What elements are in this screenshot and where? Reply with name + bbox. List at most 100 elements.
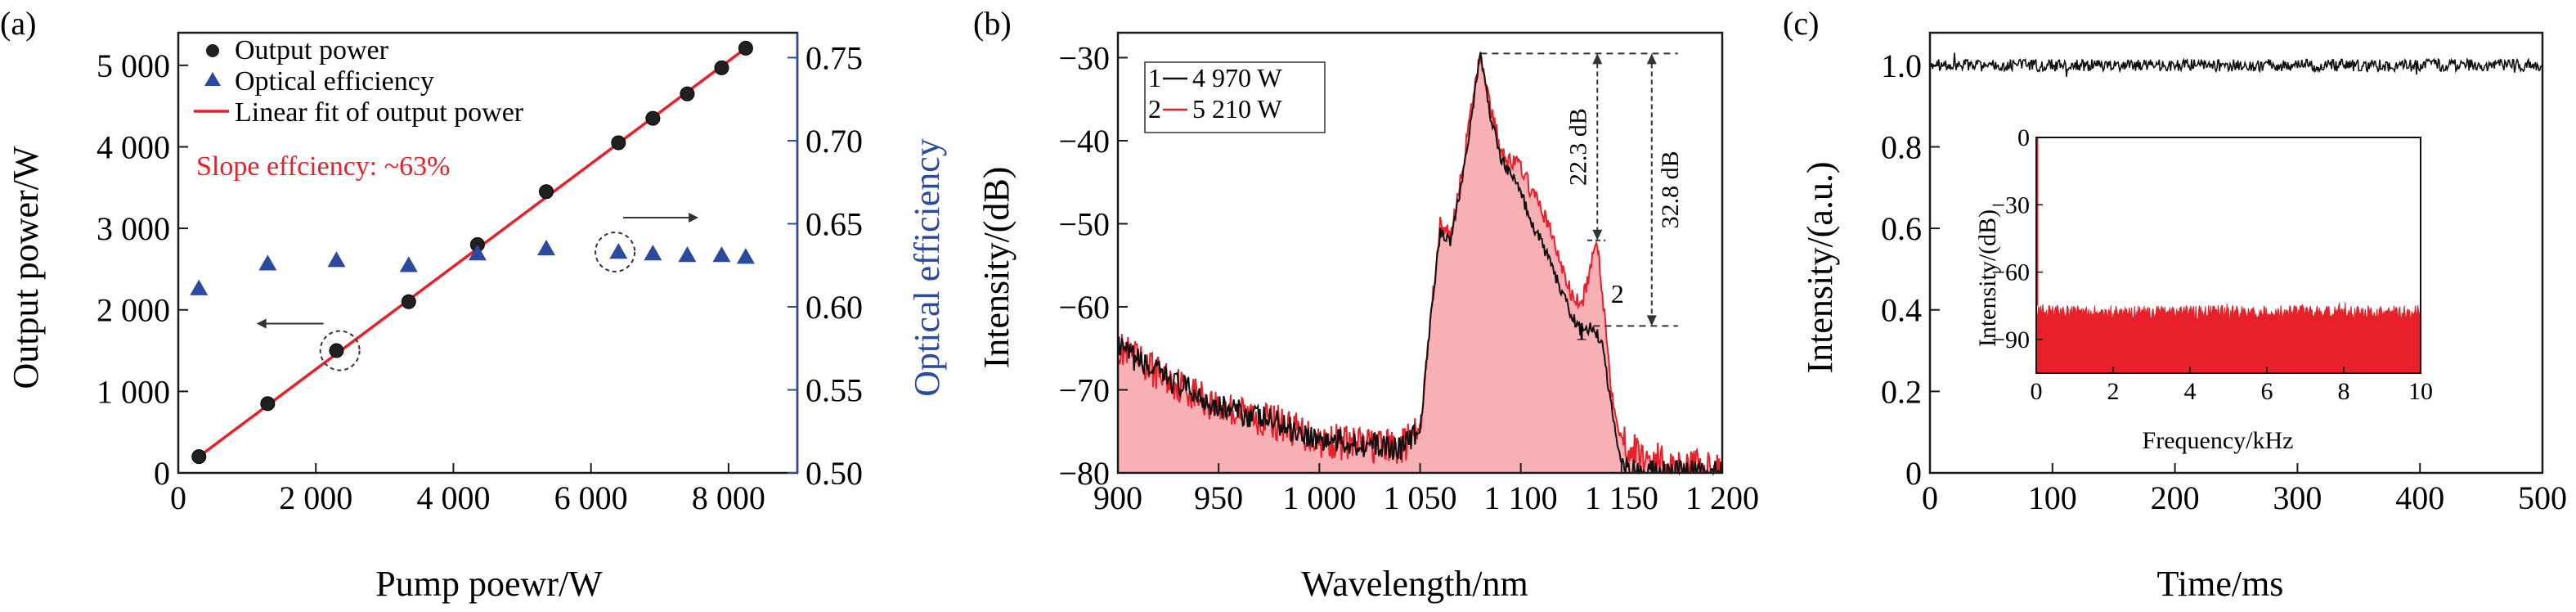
curve-label-1: 1 (1575, 317, 1588, 346)
panel-c-xlabel: Time/ms (2157, 564, 2284, 604)
panel-c-x-tick-label: 200 (2151, 479, 2200, 516)
optical-efficiency-point (536, 239, 555, 256)
panel-b-ylabel: Intensity/(dB) (976, 167, 1016, 369)
panel-b-label: (b) (973, 5, 1012, 42)
arrow-22dB-head-bottom (1592, 229, 1603, 241)
legend-optical-efficiency-marker (204, 72, 221, 86)
panel-b-y-tick-label: −70 (1058, 371, 1110, 408)
optical-efficiency-point (736, 248, 755, 264)
panel-c-x-tick-label: 500 (2518, 479, 2567, 516)
panel-c-x-tick-label: 0 (1922, 479, 1938, 516)
output-power-point (538, 184, 554, 200)
arrow-32dB-head-bottom (1646, 315, 1657, 326)
panel-c-y-tick-label: 0 (1905, 455, 1922, 492)
arrow-right-head (689, 212, 699, 223)
legend-output-power: Output power (235, 35, 389, 65)
output-power-point (645, 110, 661, 126)
panel-b-legend-box (1144, 61, 1326, 133)
panel-a-x-tick-label: 8 000 (692, 479, 765, 516)
optical-efficiency-point (258, 254, 277, 271)
panel-a-xlabel: Pump poewr/W (375, 564, 603, 604)
panel-a-y-tick-label: 3 000 (96, 210, 170, 247)
output-power-point (260, 396, 276, 412)
output-power-point (191, 449, 207, 465)
panel-c-label: (c) (1783, 5, 1819, 42)
inset-x-tick-label: 0 (2031, 378, 2043, 405)
panel-b-x-tick-label: 1 150 (1585, 479, 1658, 516)
annotation-circle (595, 231, 636, 272)
panel-b-y-tick-label: −50 (1058, 205, 1110, 242)
spectrum-4970w-line (1117, 52, 1723, 476)
panel-c-y-tick-label: 0.6 (1881, 210, 1922, 247)
panel-b-xlabel: Wavelength/nm (1301, 564, 1528, 604)
panel-b-y-tick-label: −40 (1058, 123, 1110, 160)
panel-c-x-tick-label: 300 (2273, 479, 2322, 516)
panel-a-y-tick-label: 2 000 (96, 292, 170, 329)
arrow-left-head (256, 318, 267, 329)
optical-efficiency-point (399, 256, 418, 272)
panel-a-yr-tick-label: 0.75 (806, 39, 863, 76)
panel-b-x-tick-label: 1 000 (1282, 479, 1356, 516)
panel-a-yr-tick-label: 0.60 (806, 289, 863, 326)
panel-c-x-tick-label: 100 (2028, 479, 2077, 516)
panel-a-x-tick-label: 0 (170, 479, 186, 516)
optical-efficiency-point (644, 245, 662, 261)
inset-xlabel: Frequency/kHz (2143, 427, 2294, 454)
panel-a-x-tick-label: 6 000 (554, 479, 628, 516)
panel-b-plot: 900 950 1 000 1 050 1 100 1 150 1 200 −80 −70 −60… (1058, 31, 1759, 516)
panel-a-label: (a) (0, 5, 36, 42)
panel-a-plot: 0 2 000 4 000 6 000 8 000 0 1 000 2 000 3 000 4 0… (96, 31, 863, 516)
panel-a: (a) 0 2 000 4 000 6 000 8 000 0 1 000 2 000 3 00… (0, 5, 947, 604)
inset-y-tick-label: −30 (1991, 191, 2030, 218)
legend-optical-efficiency: Optical efficiency (235, 66, 434, 97)
arrow-32dB-head-top (1646, 53, 1657, 65)
panel-b-x-tick-label: 1 050 (1384, 479, 1457, 516)
panel-a-yr-tick-label: 0.55 (806, 371, 863, 408)
panel-a-y-tick-label: 5 000 (96, 47, 170, 84)
panel-a-ylabel-right: Optical efficiency (907, 138, 947, 397)
legend-index-1: 1 (1148, 63, 1161, 92)
optical-efficiency-point (678, 246, 697, 263)
inset-x-tick-label: 4 (2184, 378, 2197, 405)
panel-c-y-tick-label: 0.2 (1881, 373, 1922, 410)
output-power-point (680, 86, 695, 101)
panel-b-x-tick-label: 900 (1093, 479, 1142, 516)
optical-efficiency-point (190, 279, 209, 295)
inset-x-tick-label: 2 (2107, 378, 2120, 405)
optical-efficiency-point (468, 245, 487, 261)
output-power-point (401, 294, 416, 309)
panel-b-y-tick-label: −80 (1058, 455, 1110, 492)
time-trace-line (1929, 52, 2543, 78)
output-power-point (611, 135, 626, 151)
panel-b: (b) 900 950 1 000 1 050 1 100 1 150 1 200 −80 −7… (973, 5, 1759, 604)
inset-noise-area (2035, 302, 2421, 374)
slope-annotation: Slope effciency: ~63% (196, 151, 450, 182)
panel-b-x-tick-label: 1 200 (1685, 479, 1759, 516)
output-power-point (329, 343, 344, 358)
output-power-point (714, 60, 729, 75)
panel-c-y-tick-label: 1.0 (1881, 47, 1922, 84)
panel-c-x-tick-label: 400 (2395, 479, 2444, 516)
panel-a-y-tick-label: 0 (154, 455, 170, 492)
inset-y-tick-label: 0 (2017, 124, 2030, 151)
panel-a-y-tick-label: 4 000 (96, 128, 170, 165)
inset-x-tick-label: 10 (2408, 378, 2433, 405)
panel-b-y-tick-label: −30 (1058, 39, 1110, 76)
legend-linear-fit: Linear fit of output power (235, 97, 524, 128)
annotation-32dB: 32.8 dB (1657, 151, 1684, 228)
panel-b-x-tick-label: 950 (1194, 479, 1243, 516)
panel-c-ylabel: Intensity/(a.u.) (1800, 161, 1840, 373)
arrow-22dB-head-top (1592, 53, 1603, 65)
spectrum-5210w-fill (1118, 56, 1722, 473)
inset-y-tick-label: −90 (1991, 326, 2030, 353)
annotation-circle (319, 330, 361, 371)
inset-x-tick-label: 6 (2261, 378, 2273, 405)
optical-efficiency-point (609, 242, 628, 259)
legend-output-power-marker (206, 44, 219, 57)
panel-c-y-tick-label: 0.4 (1881, 292, 1922, 329)
panel-a-yr-tick-label: 0.65 (806, 205, 863, 242)
optical-efficiency-point (327, 251, 346, 268)
